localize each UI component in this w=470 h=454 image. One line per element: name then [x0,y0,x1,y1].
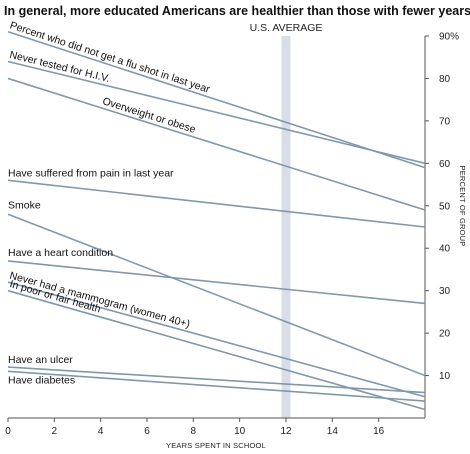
series-line-smoke [7,213,426,377]
series-line-have-an-ulcer [7,366,426,394]
y-tick-label: 90% [439,32,459,43]
series-line-percent-who-did-not-get-a-flu-shot-in-last-year [7,30,426,169]
x-tick-label: 12 [280,426,292,437]
series-line-have-a-heart-condition [7,260,426,305]
series-line-overweight-or-obese [7,77,426,211]
us-average-band [281,36,291,418]
y-tick-label: 20 [439,329,451,340]
series-label-smoke: Smoke [8,199,41,211]
y-tick-label: 30 [439,286,451,297]
us-average-band-group: U.S. AVERAGE [250,22,323,418]
axes-group: 0 2 4 6 8 10 12 14 16 10 20 30 40 50 60 70 80 90% YEARS SP… [5,32,467,451]
x-tick-label: 6 [144,426,150,437]
us-average-label: U.S. AVERAGE [250,22,323,34]
y-tick-label: 50 [439,201,451,212]
series-line-never-had-a-mammogram-women-40 [7,281,426,398]
x-tick-label: 16 [373,426,385,437]
x-tick-label: 2 [52,426,58,437]
x-tick-label: 8 [191,426,197,437]
y-tick-label: 70 [439,116,451,127]
x-tick-label: 14 [327,426,339,437]
y-axis-title: PERCENT OF GROUP [458,166,467,247]
x-tick-label: 10 [234,426,246,437]
x-tick-label: 4 [98,426,104,437]
series-line-in-poor-or-fair-health [7,289,426,411]
x-axis-title: YEARS SPENT IN SCHOOL [166,441,266,450]
y-tick-label: 80 [439,74,451,85]
y-tick-label: 60 [439,159,451,170]
series-line-have-suffered-from-pain-in-last-year [7,179,426,228]
series-label-have-an-ulcer: Have an ulcer [8,354,73,366]
series-label-have-a-heart-condition: Have a heart condition [8,247,113,259]
series-group [7,30,426,411]
series-line-never-tested-for-h-i-v [7,60,426,165]
x-tick-label: 0 [5,426,11,437]
series-label-have-suffered-from-pain-in-last-year: Have suffered from pain in last year [8,167,174,179]
y-tick-label: 10 [439,371,451,382]
y-tick-label: 40 [439,244,451,255]
series-label-have-diabetes: Have diabetes [8,374,75,386]
series-line-have-diabetes [7,370,426,402]
chart-title: In general, more educated Americans are … [4,4,470,18]
